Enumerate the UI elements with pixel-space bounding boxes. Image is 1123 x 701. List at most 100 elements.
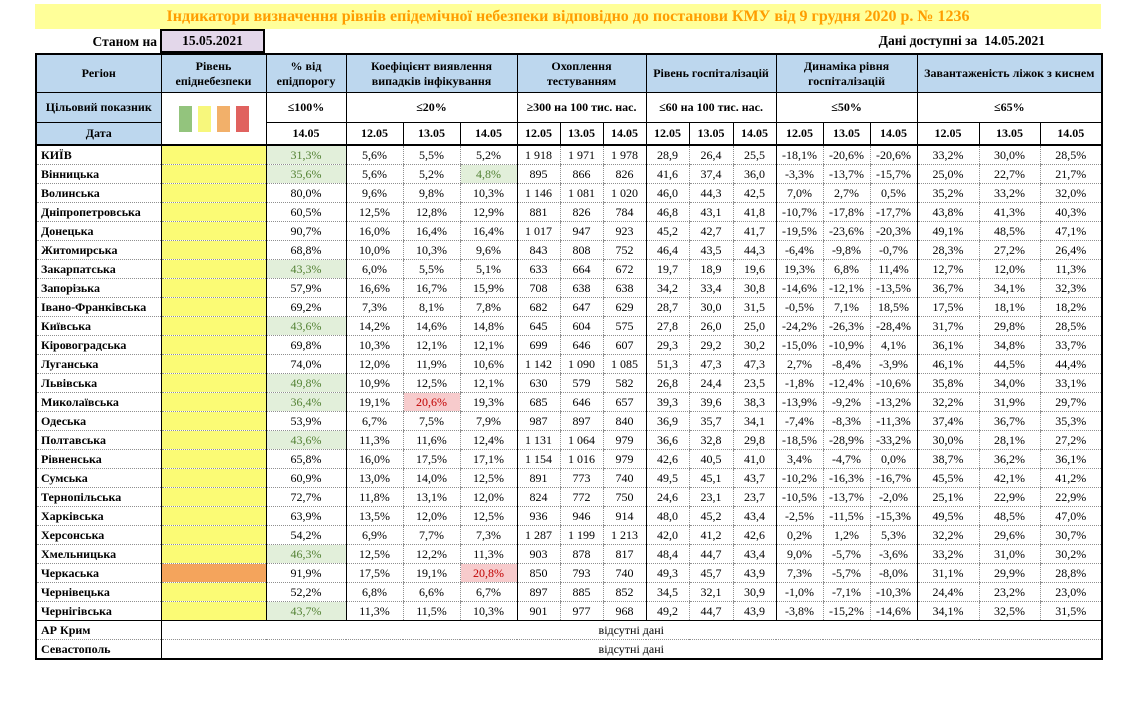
- value-cell: 31,0%: [978, 544, 1041, 564]
- value-cell: 6,9%: [345, 525, 403, 545]
- value-cell: 947: [559, 221, 604, 241]
- value-cell: 16,0%: [345, 221, 403, 241]
- danger-level-cell: [160, 164, 266, 184]
- value-cell: 6,6%: [402, 582, 460, 602]
- table-row: Львівська 49,8% 10,9% 12,5% 12,1% 630 579 582 26…: [36, 373, 1103, 393]
- value-cell: -7,1%: [822, 582, 871, 602]
- value-cell: 49,5%: [916, 506, 980, 526]
- value-cell: 21,7%: [1039, 164, 1103, 184]
- value-cell: 36,1%: [1039, 449, 1103, 469]
- value-cell: 42,7: [688, 221, 734, 241]
- value-cell: 582: [602, 373, 647, 393]
- value-cell: 40,3%: [1039, 202, 1103, 222]
- value-cell: 12,5%: [345, 202, 403, 222]
- region-cell: Запорізька: [36, 278, 161, 298]
- value-cell: 7,8%: [459, 297, 518, 317]
- value-cell: 41,7: [732, 221, 777, 241]
- value-cell: 36,9: [645, 411, 690, 431]
- region-cell: Луганська: [36, 354, 161, 374]
- value-cell: 16,0%: [345, 449, 403, 469]
- value-cell: 48,4: [645, 544, 690, 564]
- value-cell: 11,3%: [459, 544, 518, 564]
- date-cell: 13.05: [688, 122, 734, 146]
- value-cell: 28,7: [645, 297, 690, 317]
- value-cell: -20,6%: [869, 145, 918, 165]
- value-cell: 24,6: [645, 487, 690, 507]
- value-cell: -0,7%: [869, 240, 918, 260]
- table-row: Харківська 63,9% 13,5% 12,0% 12,5% 936 946 914 4…: [36, 506, 1103, 526]
- legend-swatch-orange: [216, 105, 230, 132]
- value-cell: 30,2: [732, 335, 777, 355]
- region-cell: Севастополь: [36, 639, 161, 660]
- target-dyn: ≤50%: [775, 92, 918, 123]
- value-cell: 32,3%: [1039, 278, 1103, 298]
- value-cell: 34,0%: [978, 373, 1041, 393]
- value-cell: 45,7: [688, 563, 734, 583]
- value-cell: 17,5%: [402, 449, 460, 469]
- value-cell: 34,1%: [978, 278, 1041, 298]
- value-cell: 42,1%: [978, 468, 1041, 488]
- value-cell: 28,3%: [916, 240, 980, 260]
- value-cell: 1 090: [559, 354, 604, 374]
- target-beds: ≤65%: [916, 92, 1103, 123]
- value-cell: 12,9%: [459, 202, 518, 222]
- value-cell: -16,7%: [869, 468, 918, 488]
- value-cell: 32,1: [688, 582, 734, 602]
- table-row: Рівненська 65,8% 16,0% 17,5% 17,1% 1 154 1 016…: [36, 449, 1103, 469]
- value-cell: 7,1%: [822, 297, 871, 317]
- date-cell: 12.05: [645, 122, 690, 146]
- date-cell: 13.05: [402, 122, 460, 146]
- region-cell: Львівська: [36, 373, 161, 393]
- legend-swatch-green: [178, 105, 192, 132]
- value-cell: 12,5%: [459, 506, 518, 526]
- value-cell: -1,8%: [775, 373, 824, 393]
- value-cell: 54,2%: [265, 525, 346, 545]
- value-cell: 630: [516, 373, 561, 393]
- table-row: Житомирська 68,8% 10,0% 10,3% 9,6% 843 808 752 4…: [36, 240, 1103, 260]
- value-cell: 6,0%: [345, 259, 403, 279]
- value-cell: 18,9: [688, 259, 734, 279]
- table-row: Чернігівська 43,7% 11,3% 11,5% 10,3% 901 977 96…: [36, 601, 1103, 621]
- value-cell: 897: [559, 411, 604, 431]
- value-cell: 60,5%: [265, 202, 346, 222]
- value-cell: -8,0%: [869, 563, 918, 583]
- value-cell: 28,5%: [1039, 145, 1103, 165]
- value-cell: 4,8%: [459, 164, 518, 184]
- value-cell: -5,7%: [822, 544, 871, 564]
- value-cell: 646: [559, 392, 604, 412]
- value-cell: 25,0: [732, 316, 777, 336]
- value-cell: 12,2%: [402, 544, 460, 564]
- value-cell: 32,8: [688, 430, 734, 450]
- value-cell: 13,1%: [402, 487, 460, 507]
- region-cell: Миколаївська: [36, 392, 161, 412]
- value-cell: 25,5: [732, 145, 777, 165]
- value-cell: 33,2%: [916, 145, 980, 165]
- value-cell: 1 154: [516, 449, 561, 469]
- value-cell: 31,3%: [265, 145, 346, 165]
- value-cell: 1 142: [516, 354, 561, 374]
- value-cell: 22,9%: [978, 487, 1041, 507]
- value-cell: 34,1%: [916, 601, 980, 621]
- value-cell: 33,2%: [916, 544, 980, 564]
- value-cell: 11,3%: [345, 601, 403, 621]
- value-cell: 33,4: [688, 278, 734, 298]
- danger-level-cell: [160, 278, 266, 298]
- date-cell: 12.05: [345, 122, 403, 146]
- value-cell: 12,8%: [402, 202, 460, 222]
- value-cell: 1 199: [559, 525, 604, 545]
- value-cell: 36,2%: [978, 449, 1041, 469]
- value-cell: 6,7%: [459, 582, 518, 602]
- target-row-label: Цільовий показник: [35, 92, 161, 123]
- value-cell: -26,3%: [822, 316, 871, 336]
- table-row: Волинська 80,0% 9,6% 9,8% 10,3% 1 146 1 081 1 0…: [36, 183, 1103, 203]
- danger-level-cell: [160, 506, 266, 526]
- value-cell: -4,7%: [822, 449, 871, 469]
- value-cell: 26,8: [645, 373, 690, 393]
- value-cell: 17,5%: [916, 297, 980, 317]
- table-row: Запорізька 57,9% 16,6% 16,7% 15,9% 708 638 638 3…: [36, 278, 1103, 298]
- value-cell: 31,9%: [978, 392, 1041, 412]
- table-row: Тернопільська 72,7% 11,8% 13,1% 12,0% 824 772 7…: [36, 487, 1103, 507]
- value-cell: 11,6%: [402, 430, 460, 450]
- value-cell: 45,2: [645, 221, 690, 241]
- danger-level-cell: [160, 449, 266, 469]
